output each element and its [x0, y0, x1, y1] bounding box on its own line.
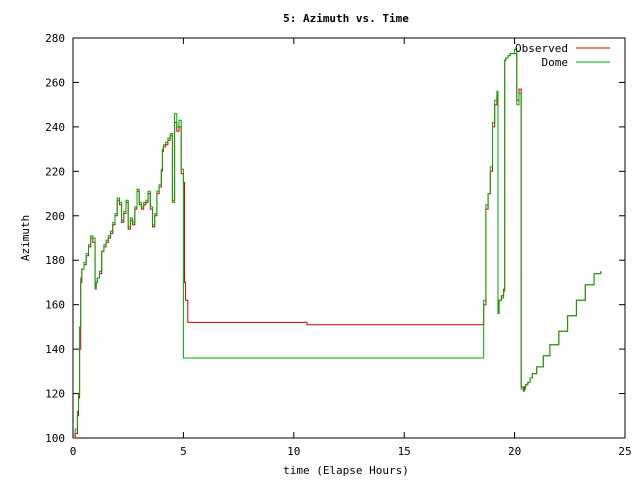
- chart-title: 5: Azimuth vs. Time: [283, 12, 409, 25]
- series-layer: [73, 48, 602, 439]
- legend-label-dome: Dome: [542, 56, 569, 69]
- y-tick-label: 100: [45, 432, 65, 445]
- legend-label-observed: Observed: [515, 42, 568, 55]
- y-tick-label: 120: [45, 388, 65, 401]
- x-axis-label: time (Elapse Hours): [283, 464, 409, 477]
- plot-frame: [72, 37, 626, 439]
- x-tick-label: 5: [180, 445, 187, 458]
- legend: Observed Dome: [515, 42, 610, 69]
- y-tick-label: 260: [45, 76, 65, 89]
- y-axis: 100 120 140 160 180 200 220 240 260 280: [45, 32, 625, 445]
- x-tick-label: 15: [398, 445, 411, 458]
- y-tick-label: 240: [45, 121, 65, 134]
- x-tick-label: 25: [618, 445, 631, 458]
- x-tick-label: 10: [287, 445, 300, 458]
- y-tick-label: 180: [45, 254, 65, 267]
- series-line-dome: [73, 48, 602, 437]
- x-tick-label: 0: [70, 445, 77, 458]
- x-tick-label: 20: [508, 445, 521, 458]
- y-tick-label: 200: [45, 210, 65, 223]
- y-tick-label: 160: [45, 299, 65, 312]
- y-tick-label: 280: [45, 32, 65, 45]
- y-tick-label: 220: [45, 165, 65, 178]
- x-axis: 0 5 10 15 20 25: [70, 38, 632, 458]
- y-axis-label: Azimuth: [19, 215, 32, 261]
- y-tick-label: 140: [45, 343, 65, 356]
